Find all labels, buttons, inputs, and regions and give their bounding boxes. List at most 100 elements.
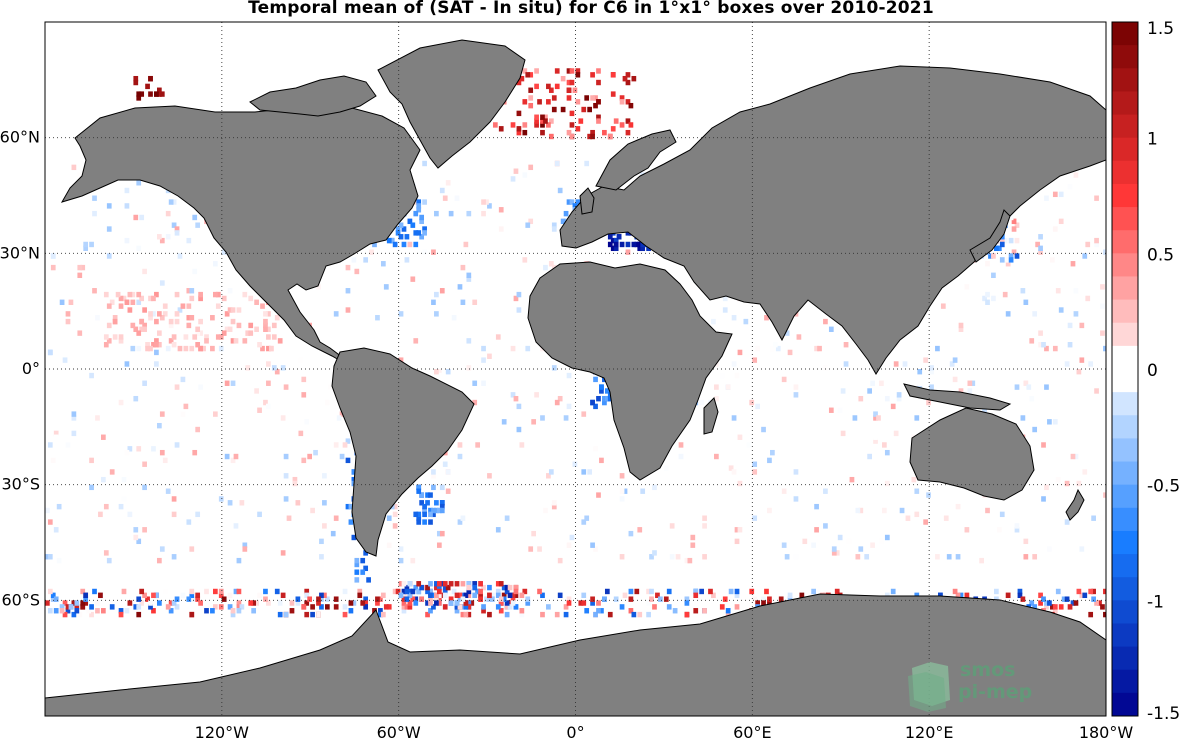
- anomaly-cell: [958, 326, 964, 332]
- anomaly-cell: [233, 588, 239, 595]
- anomaly-cell: [333, 311, 339, 317]
- anomaly-cell: [301, 392, 307, 398]
- anomaly-cell: [136, 299, 142, 305]
- anomaly-cell: [581, 519, 587, 525]
- latitude-label: 60°S: [1, 590, 40, 609]
- anomaly-cell: [339, 453, 345, 460]
- anomaly-cell: [210, 345, 215, 352]
- anomaly-cell: [734, 604, 740, 610]
- anomaly-cell: [593, 95, 598, 101]
- anomaly-cell: [528, 102, 534, 109]
- anomaly-cell: [914, 488, 920, 494]
- anomaly-cell: [563, 415, 569, 421]
- anomaly-cell: [89, 611, 94, 618]
- anomaly-cell: [124, 299, 130, 305]
- anomaly-cell: [189, 546, 195, 552]
- anomaly-cell: [678, 453, 684, 460]
- anomaly-cell: [554, 160, 560, 167]
- anomaly-cell: [428, 592, 433, 599]
- anomaly-cell: [304, 419, 310, 425]
- anomaly-cell: [1094, 195, 1099, 201]
- landmass-madagascar: [703, 397, 719, 435]
- colorbar-swatch: [1112, 530, 1138, 555]
- anomaly-cell: [873, 411, 878, 417]
- logo-text-pi-mep: pi-mep: [958, 681, 1032, 703]
- anomaly-cell: [47, 349, 53, 356]
- anomaly-cell: [121, 295, 127, 302]
- anomaly-cell: [1029, 338, 1035, 344]
- colorbar-swatch: [1112, 322, 1138, 347]
- anomaly-cell: [283, 473, 289, 479]
- anomaly-cell: [991, 272, 996, 279]
- anomaly-cell: [401, 226, 407, 232]
- anomaly-cell: [466, 592, 472, 599]
- anomaly-cell: [118, 338, 124, 344]
- anomaly-cell: [1100, 330, 1105, 336]
- anomaly-cell: [271, 322, 277, 329]
- anomaly-cell: [548, 87, 554, 93]
- anomaly-cell: [106, 253, 112, 259]
- anomaly-cell: [295, 600, 301, 606]
- anomaly-cell: [289, 608, 295, 614]
- anomaly-cell: [952, 376, 958, 383]
- anomaly-cell: [375, 596, 380, 602]
- anomaly-cell: [127, 511, 133, 518]
- anomaly-cell: [392, 241, 398, 248]
- anomaly-cell: [389, 237, 395, 244]
- anomaly-cell: [422, 584, 427, 591]
- anomaly-cell: [817, 345, 822, 352]
- anomaly-cell: [124, 361, 130, 367]
- anomaly-cell: [575, 72, 581, 78]
- anomaly-cell: [543, 118, 548, 124]
- anomaly-cell: [1070, 453, 1076, 460]
- anomaly-cell: [319, 554, 324, 560]
- anomaly-cell: [613, 245, 619, 252]
- anomaly-cell: [392, 503, 398, 510]
- anomaly-cell: [1067, 604, 1073, 610]
- anomaly-cell: [227, 307, 233, 313]
- anomaly-cell: [864, 554, 870, 560]
- anomaly-cell: [304, 588, 310, 595]
- anomaly-cell: [313, 449, 318, 456]
- anomaly-cell: [964, 284, 970, 290]
- anomaly-cell: [201, 345, 206, 352]
- anomaly-cell: [118, 303, 124, 309]
- anomaly-cell: [487, 203, 492, 209]
- anomaly-cell: [569, 199, 575, 205]
- anomaly-cell: [1038, 592, 1043, 599]
- anomaly-cell: [436, 600, 442, 606]
- anomaly-cell: [210, 315, 215, 321]
- anomaly-cell: [487, 592, 492, 599]
- anomaly-cell: [127, 600, 133, 606]
- anomaly-cell: [510, 176, 516, 182]
- anomaly-cell: [746, 442, 752, 448]
- anomaly-cell: [708, 588, 713, 595]
- anomaly-cell: [271, 365, 277, 371]
- anomaly-cell: [139, 318, 145, 325]
- anomaly-cell: [604, 388, 610, 394]
- anomaly-cell: [596, 492, 601, 498]
- anomaly-cell: [180, 376, 186, 383]
- anomaly-cell: [283, 611, 289, 618]
- anomaly-cell: [142, 268, 147, 275]
- anomaly-cell: [1047, 600, 1052, 606]
- anomaly-cell: [457, 519, 463, 525]
- anomaly-cell: [218, 334, 224, 340]
- anomaly-cell: [53, 434, 59, 440]
- anomaly-cell: [1041, 496, 1046, 502]
- anomaly-cell: [917, 380, 923, 386]
- anomaly-cell: [784, 330, 790, 336]
- anomaly-cell: [189, 288, 195, 294]
- anomaly-cell: [218, 496, 224, 502]
- anomaly-cell: [451, 315, 457, 321]
- landmass-scandinavia: [595, 129, 677, 191]
- anomaly-cell: [171, 554, 177, 560]
- anomaly-cell: [634, 241, 640, 248]
- anomaly-cell: [168, 608, 174, 614]
- anomaly-cell: [728, 588, 734, 595]
- anomaly-cell: [1020, 596, 1026, 602]
- anomaly-cell: [684, 557, 690, 564]
- anomaly-cell: [507, 600, 513, 606]
- anomaly-cell: [121, 476, 127, 483]
- anomaly-cell: [460, 604, 466, 610]
